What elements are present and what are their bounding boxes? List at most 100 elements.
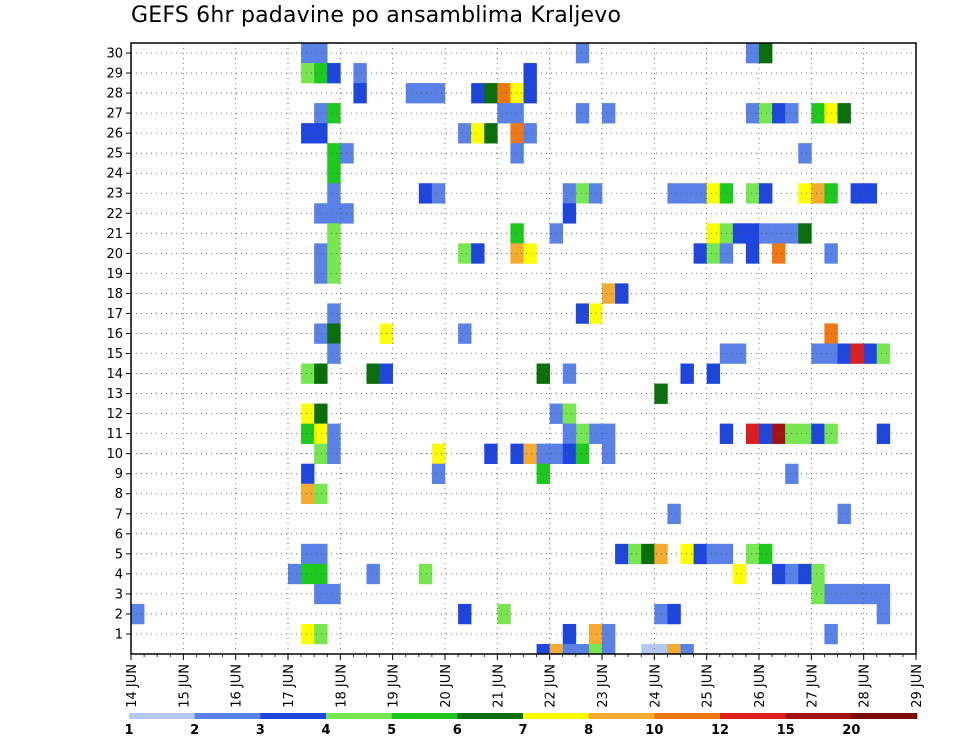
colorbar-segment: [194, 713, 261, 719]
colorbar-segment: [785, 713, 852, 719]
y-tick-label: 23: [106, 187, 123, 202]
heatmap-cell: [575, 423, 590, 444]
x-tick-label: 29 JUN: [910, 664, 925, 708]
heatmap-cell: [772, 563, 786, 585]
heatmap-cell: [510, 83, 524, 104]
heatmap-cell: [458, 123, 472, 144]
heatmap-cell: [745, 223, 760, 244]
heatmap-cell: [484, 83, 498, 104]
x-tick-label: 26 JUN: [753, 664, 768, 708]
heatmap-cell: [863, 583, 878, 605]
colorbar-label: 20: [842, 723, 860, 738]
y-tick-label: 10: [106, 447, 123, 462]
colorbar-label: 3: [256, 723, 265, 738]
heatmap-cell: [732, 223, 747, 244]
heatmap-cell: [523, 443, 537, 464]
heatmap-cell: [575, 103, 590, 124]
heatmap-cell: [301, 563, 315, 585]
heatmap-cell: [588, 183, 603, 204]
heatmap-cell: [314, 203, 328, 224]
heatmap-cell: [745, 183, 760, 204]
heatmap-cell: [327, 143, 341, 164]
heatmap-cell: [575, 443, 590, 464]
heatmap-cell: [484, 443, 498, 464]
heatmap-cell: [471, 243, 485, 264]
x-tick-label: 22 JUN: [544, 664, 559, 708]
heatmap-cell: [798, 423, 812, 444]
heatmap-cell: [327, 63, 341, 84]
heatmap-cell: [667, 643, 681, 654]
y-tick-label: 18: [106, 287, 123, 302]
colorbar: 1 2 3 4 5 6 7 8 10 12 15 20: [124, 713, 918, 738]
heatmap-cell: [837, 503, 851, 525]
colorbar-label: 12: [711, 723, 729, 738]
x-tick-label: 14 JUN: [125, 664, 140, 708]
heatmap-cell: [575, 43, 590, 64]
heatmap-cell: [549, 643, 564, 654]
heatmap-cell: [536, 463, 550, 485]
colorbar-label: 8: [584, 723, 593, 738]
heatmap-cell: [602, 423, 616, 444]
heatmap-cell: [588, 643, 603, 654]
heatmap-cell: [654, 643, 668, 654]
colorbar-segment: [260, 713, 327, 719]
heatmap-cell: [327, 163, 341, 184]
heatmap-cell: [314, 243, 328, 264]
heatmap-cell: [327, 223, 341, 244]
heatmap-cell: [431, 183, 446, 204]
heatmap-cell: [314, 63, 328, 84]
y-tick-label: 20: [106, 247, 123, 262]
heatmap-cell: [562, 403, 577, 424]
heatmap-cell: [471, 83, 485, 104]
heatmap-cell: [798, 223, 812, 244]
heatmap-cell: [418, 183, 433, 204]
heatmap-cell: [431, 463, 446, 485]
heatmap-cell: [772, 103, 786, 124]
heatmap-cell: [667, 603, 681, 625]
x-tick-label: 16 JUN: [230, 664, 245, 708]
colorbar-label: 5: [387, 723, 396, 738]
colorbar-segment: [720, 713, 786, 719]
colorbar-segment: [523, 713, 589, 719]
heatmap-cell: [602, 643, 616, 654]
heatmap-cell: [759, 43, 773, 64]
heatmap-cell: [431, 83, 446, 104]
heatmap-cell: [641, 543, 655, 565]
heatmap-cell: [602, 103, 616, 124]
colorbar-segment: [457, 713, 524, 719]
heatmap-cell: [798, 143, 812, 164]
heatmap-cell: [706, 243, 721, 264]
x-tick-label: 15 JUN: [177, 664, 192, 708]
heatmap-cell: [667, 503, 681, 525]
heatmap-cell: [772, 423, 786, 444]
y-tick-label: 27: [106, 107, 123, 122]
heatmap-cell: [837, 583, 851, 605]
heatmap-cell: [301, 483, 315, 505]
heatmap-cell: [314, 103, 328, 124]
chart-title: GEFS 6hr padavine po ansamblima Kraljevo: [131, 3, 622, 28]
y-tick-label: 19: [106, 267, 123, 282]
heatmap-cell: [575, 643, 590, 654]
heatmap-cell: [327, 583, 341, 605]
heatmap-cell: [301, 543, 315, 565]
heatmap-cell: [759, 223, 773, 244]
grid-lines: [131, 43, 916, 654]
heatmap-cell: [863, 183, 878, 204]
heatmap-cell: [301, 403, 315, 424]
heatmap-cell: [327, 103, 341, 124]
heatmap-cell: [314, 443, 328, 464]
x-tick-label: 24 JUN: [648, 664, 663, 708]
y-tick-label: 28: [106, 87, 123, 102]
x-tick-label: 23 JUN: [596, 664, 611, 708]
heatmap-cell: [497, 603, 511, 625]
heatmap-cell: [562, 443, 577, 464]
heatmap-cell: [759, 543, 773, 565]
heatmap-cell: [314, 263, 328, 284]
heatmap-cell: [458, 603, 472, 625]
heatmap-cell: [340, 203, 354, 224]
heatmap-cell: [863, 343, 878, 364]
heatmap-cell: [288, 563, 302, 585]
heatmap-cell: [523, 243, 537, 264]
heatmap-cell: [850, 343, 864, 364]
heatmap-cell: [837, 103, 851, 124]
